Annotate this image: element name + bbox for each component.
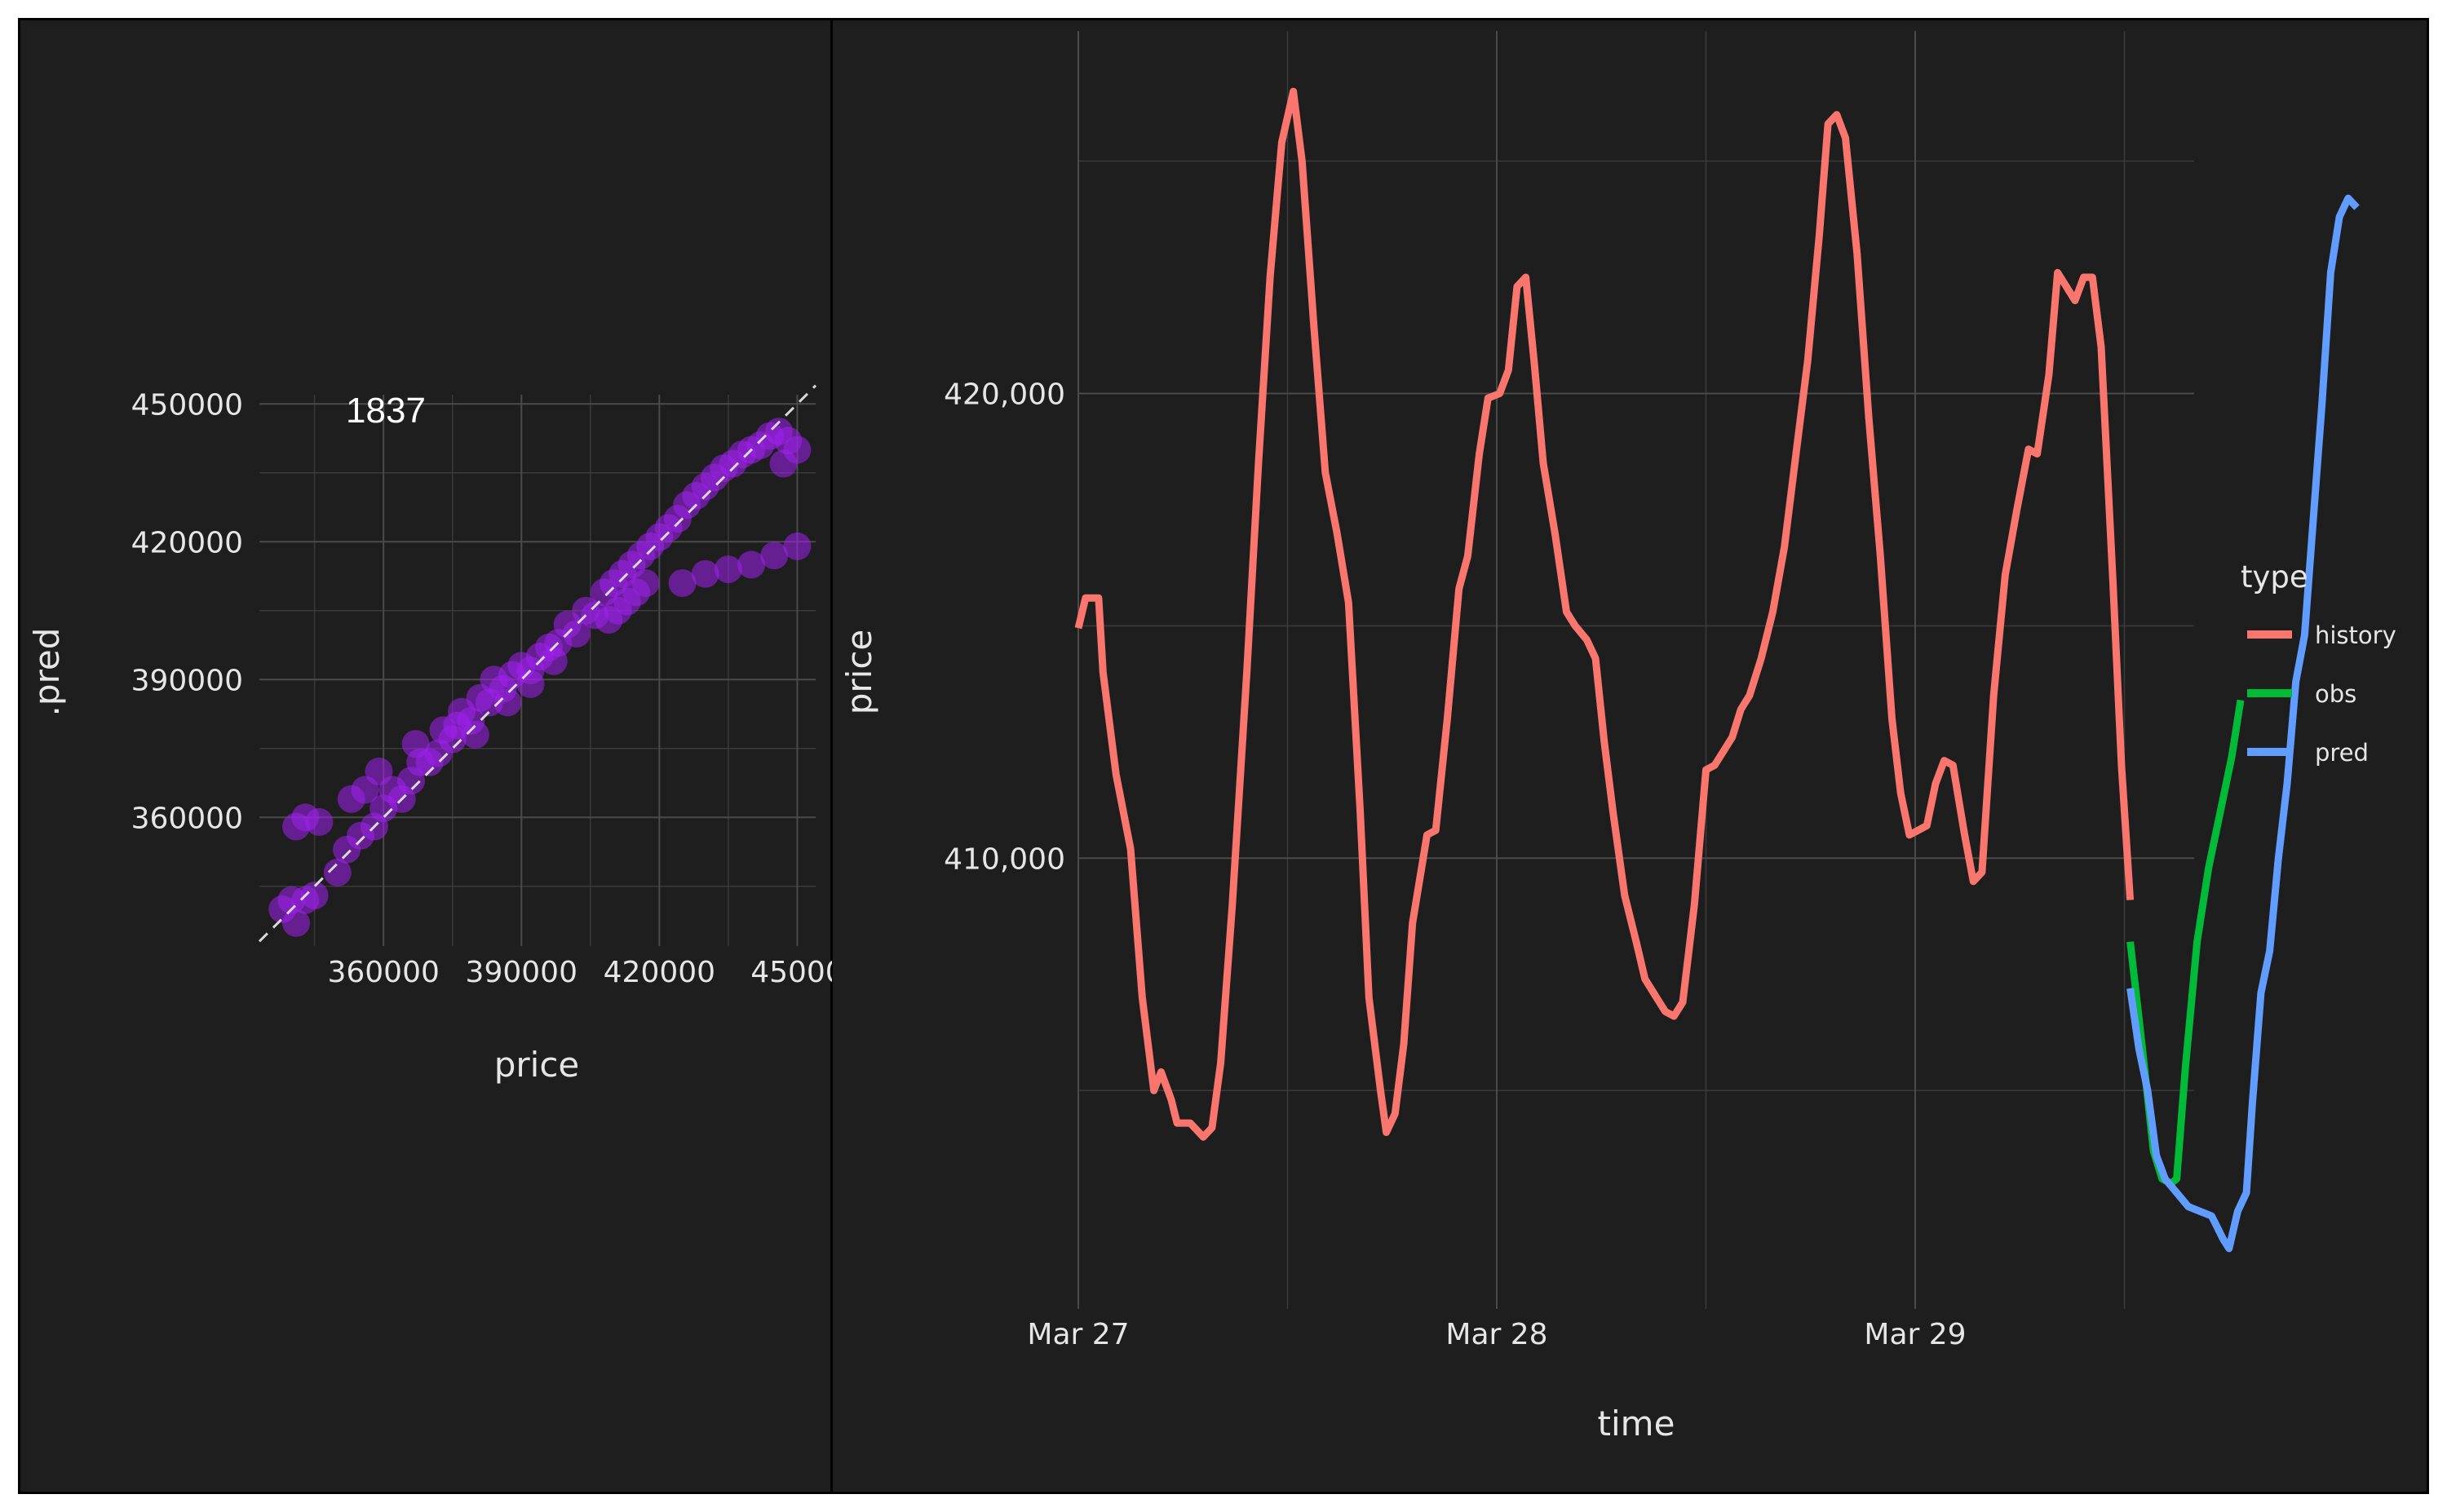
scatter-point	[562, 619, 591, 648]
scatter-x-axis-title: price	[494, 1045, 580, 1085]
scatter-point	[305, 807, 334, 836]
scatter-point	[493, 688, 522, 717]
scatter-point	[760, 542, 789, 570]
scatter-point	[769, 449, 798, 478]
scatter-point	[300, 882, 329, 910]
line-x-tick-label: Mar 27	[1027, 1318, 1129, 1351]
scatter-panel: 360000 390000 420000 45000 450000 420000 3900…	[27, 384, 832, 1085]
scatter-count-annotation: 1837	[346, 391, 426, 431]
scatter-reference-line	[258, 384, 817, 943]
line-y-axis-title: price	[839, 630, 879, 715]
scatter-point	[539, 647, 568, 675]
scatter-y-axis-title: .pred	[27, 628, 67, 717]
scatter-point	[668, 568, 697, 597]
line-y-tick-label: 410,000	[944, 842, 1065, 876]
scatter-x-tick-label: 390000	[466, 956, 577, 989]
scatter-point	[282, 909, 311, 937]
scatter-y-tick-label: 450000	[131, 388, 243, 422]
line-x-tick-labels: Mar 27 Mar 28 Mar 29	[1027, 1318, 1966, 1351]
series-line-history	[1074, 87, 2135, 1141]
scatter-point	[737, 550, 766, 579]
scatter-x-tick-label: 45000	[750, 956, 832, 989]
legend: type history obs pred	[2241, 559, 2396, 767]
scatter-point	[714, 555, 742, 584]
scatter-point	[783, 532, 812, 560]
series-line-pred	[2126, 194, 2360, 1253]
scatter-y-tick-labels: 450000 420000 390000 360000	[131, 388, 243, 835]
scatter-points	[268, 418, 812, 937]
scatter-x-tick-labels: 360000 390000 420000 45000	[327, 956, 832, 989]
legend-items: history obs pred	[2247, 621, 2396, 767]
legend-label-history: history	[2315, 621, 2396, 649]
legend-label-obs: obs	[2315, 680, 2356, 708]
line-x-tick-label: Mar 28	[1445, 1318, 1547, 1351]
scatter-y-tick-label: 390000	[131, 664, 243, 697]
panel-divider	[830, 18, 833, 1494]
scatter-y-tick-label: 360000	[131, 802, 243, 835]
line-y-tick-label: 420,000	[944, 378, 1065, 411]
legend-title: type	[2241, 559, 2308, 595]
legend-label-pred: pred	[2315, 739, 2369, 767]
scatter-x-tick-label: 420000	[604, 956, 715, 989]
identity-dashed-line	[258, 384, 817, 943]
scatter-point	[691, 559, 719, 588]
line-series	[1074, 87, 2360, 1253]
line-x-axis-title: time	[1598, 1404, 1675, 1443]
line-grid	[1077, 31, 2194, 1309]
scatter-point	[443, 711, 471, 740]
scatter-x-tick-label: 360000	[327, 956, 439, 989]
line-y-tick-labels: 420,000 410,000	[944, 378, 1065, 876]
scatter-y-tick-label: 420000	[131, 526, 243, 559]
line-x-tick-label: Mar 29	[1864, 1318, 1966, 1351]
scatter-point	[323, 858, 352, 886]
